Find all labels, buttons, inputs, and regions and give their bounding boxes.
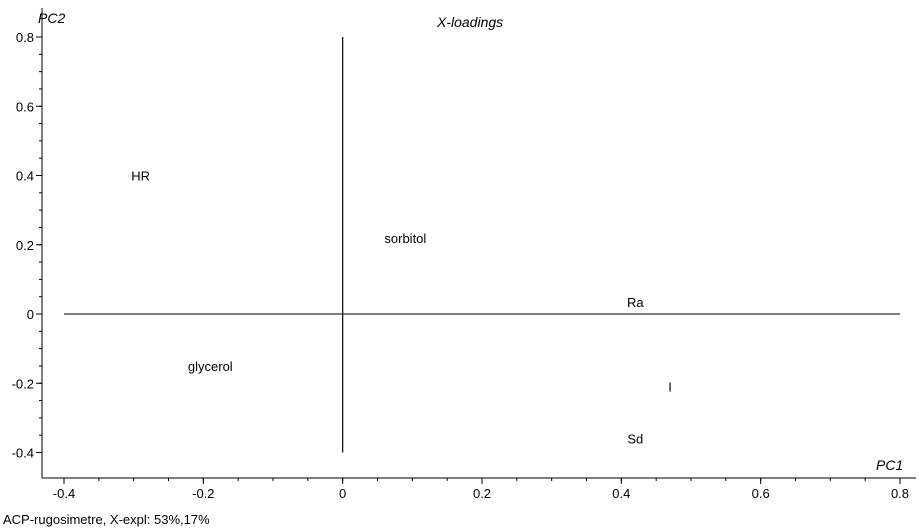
chart-caption: ACP-rugosimetre, X-expl: 53%,17% xyxy=(3,512,210,527)
x-tick-label: 0.2 xyxy=(473,486,491,501)
point-label-sorbitol: sorbitol xyxy=(384,231,426,246)
y-tick-label: 0.4 xyxy=(16,169,34,184)
point-label-sd: Sd xyxy=(627,432,643,447)
y-axis-ticks: -0.4 -0.2 0 0.2 0.4 0.6 0.8 xyxy=(12,30,42,461)
point-label-glycerol: glycerol xyxy=(188,359,233,374)
y-axis-label: PC2 xyxy=(38,10,65,26)
x-tick-label: -0.4 xyxy=(53,486,75,501)
chart-title: X-loadings xyxy=(436,14,503,30)
y-tick-label: -0.4 xyxy=(12,446,34,461)
x-tick-label: 0 xyxy=(339,486,346,501)
reference-lines xyxy=(64,37,900,453)
point-label-hr: HR xyxy=(131,169,150,184)
y-tick-label: 0.2 xyxy=(16,238,34,253)
x-tick-label: 0.8 xyxy=(891,486,909,501)
point-label-i: I xyxy=(668,380,672,395)
y-tick-label: 0.8 xyxy=(16,30,34,45)
y-tick-label: 0 xyxy=(27,307,34,322)
loading-points: HR sorbitol Ra glycerol I Sd xyxy=(131,169,672,447)
axes xyxy=(39,8,916,481)
x-tick-label: 0.4 xyxy=(612,486,630,501)
y-tick-label: -0.2 xyxy=(12,376,34,391)
x-axis-label: PC1 xyxy=(876,457,903,473)
point-label-ra: Ra xyxy=(627,295,644,310)
x-axis-ticks: -0.4 -0.2 0 0.2 0.4 0.6 0.8 xyxy=(53,478,909,501)
y-tick-label: 0.6 xyxy=(16,99,34,114)
x-tick-label: -0.2 xyxy=(192,486,214,501)
x-tick-label: 0.6 xyxy=(752,486,770,501)
